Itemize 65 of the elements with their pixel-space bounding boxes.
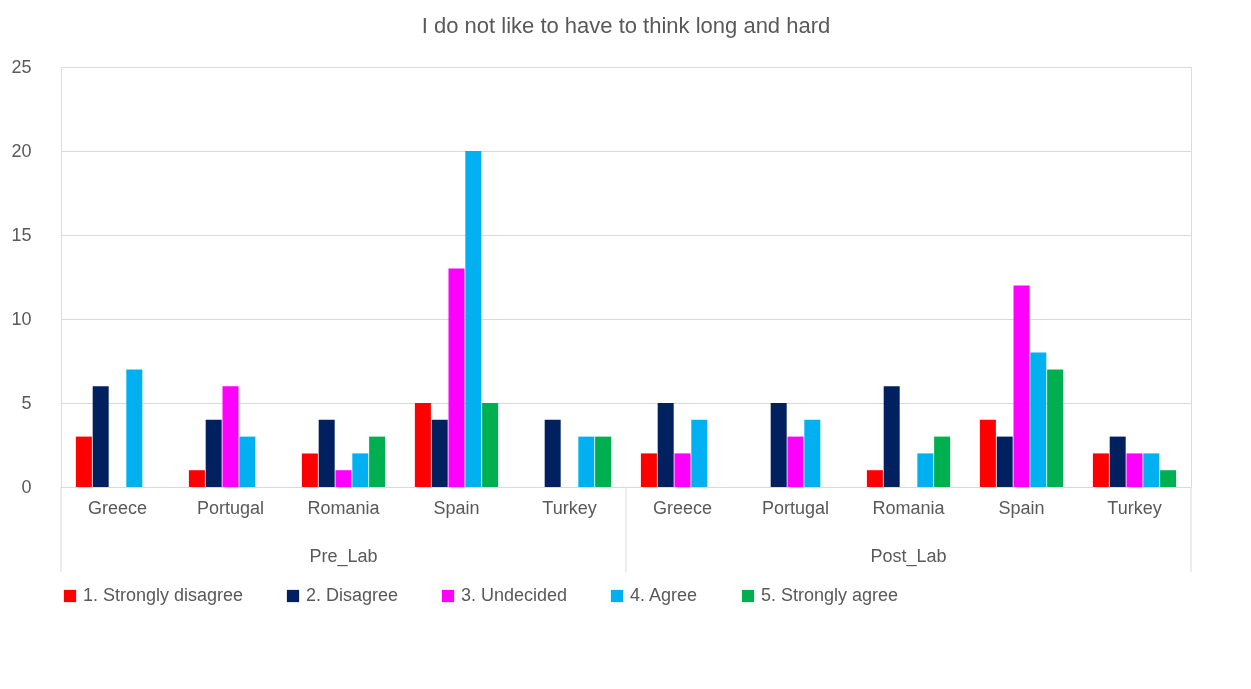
legend-label: 3. Undecided [461,585,568,605]
bar [866,470,883,487]
x-tick-label: Turkey [542,497,597,518]
bar [674,453,691,487]
bar [239,436,256,487]
x-tick-label: Romania [872,497,946,518]
bar [1047,369,1064,487]
bar [75,436,92,487]
bar [996,436,1013,487]
chart-title: I do not like to have to think long and hard [421,13,831,38]
x-tick-label: Greece [652,497,713,518]
bar [1030,352,1047,487]
bar [1160,470,1177,487]
legend-label: 1. Strongly disagree [83,585,244,605]
bar [414,403,431,487]
x-tick-label: Turkey [1107,497,1162,518]
bar [369,436,386,487]
bar [318,419,335,487]
y-tick-label: 25 [11,56,32,77]
x-tick-label: Spain [998,497,1045,518]
bar [335,470,352,487]
legend-label: 4. Agree [630,585,698,605]
x-tick-label: Romania [307,497,381,518]
y-tick-label: 5 [21,392,32,413]
bar [301,453,318,487]
bar [544,419,561,487]
bar [222,386,239,487]
bar [1143,453,1160,487]
y-tick-label: 15 [11,224,32,245]
bar [465,151,482,487]
bar [352,453,369,487]
bar [1109,436,1126,487]
bar [578,436,595,487]
x-tick-label: Portugal [761,497,830,518]
legend-label: 5. Strongly agree [761,585,899,605]
bar [482,403,499,487]
bar [1126,453,1143,487]
x-tick-label: Spain [433,497,480,518]
bar [126,369,143,487]
y-tick-label: 20 [11,140,32,161]
text: Pre_Lab [309,546,378,567]
bar [1092,453,1109,487]
bar [92,386,109,487]
bar [770,403,787,487]
y-tick-label: 10 [11,308,32,329]
bar [657,403,674,487]
bar [979,419,996,487]
x-tick-label: Greece [87,497,148,518]
bar [640,453,657,487]
bar [431,419,448,487]
text: Post_Lab [870,546,947,567]
bar [804,419,821,487]
bar [917,453,934,487]
bar [883,386,900,487]
bar [448,268,465,487]
x-tick-label: Portugal [196,497,265,518]
bar [1013,285,1030,487]
legend-label: 2. Disagree [306,585,399,605]
bar [595,436,612,487]
bar [188,470,205,487]
bar [691,419,708,487]
bar [787,436,804,487]
bar [205,419,222,487]
y-tick-label: 0 [21,476,32,497]
bar [934,436,951,487]
